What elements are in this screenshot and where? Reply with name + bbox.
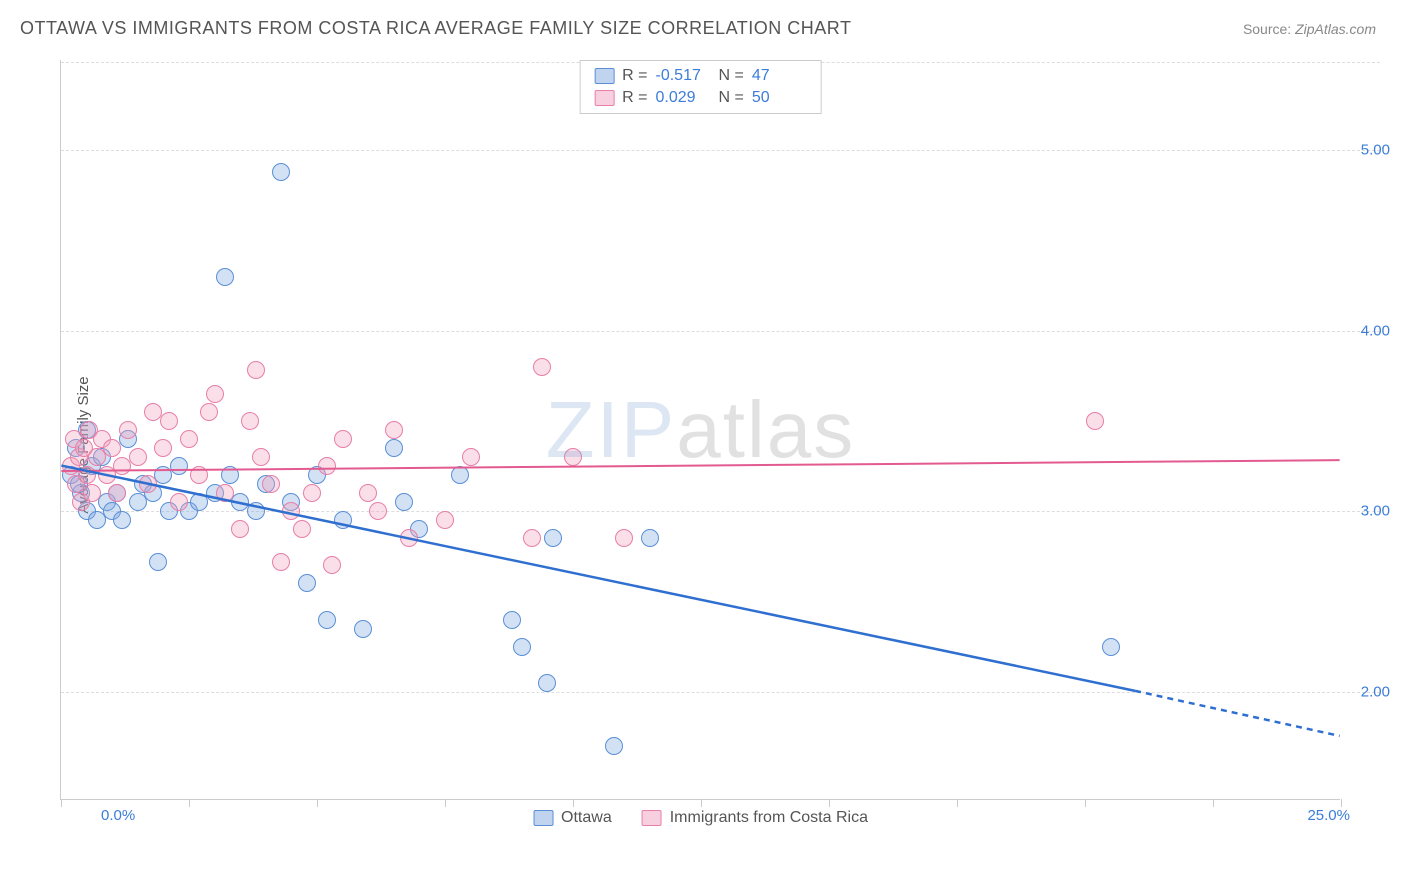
data-point xyxy=(334,430,352,448)
data-point xyxy=(282,502,300,520)
data-point xyxy=(262,475,280,493)
data-point xyxy=(605,737,623,755)
data-point xyxy=(160,412,178,430)
gridline xyxy=(61,150,1380,151)
data-point xyxy=(400,529,418,547)
data-point xyxy=(103,439,121,457)
data-point xyxy=(318,611,336,629)
data-point xyxy=(523,529,541,547)
watermark: ZIPatlas xyxy=(546,384,855,476)
data-point xyxy=(303,484,321,502)
data-point xyxy=(544,529,562,547)
data-point xyxy=(139,475,157,493)
x-tick xyxy=(957,799,958,807)
data-point xyxy=(538,674,556,692)
data-point xyxy=(359,484,377,502)
data-point xyxy=(436,511,454,529)
data-point xyxy=(615,529,633,547)
data-point xyxy=(149,553,167,571)
plot-area: ZIPatlas R = -0.517 N = 47 R = 0.029 N =… xyxy=(60,60,1340,800)
data-point xyxy=(272,553,290,571)
data-point xyxy=(451,466,469,484)
swatch-pink-icon xyxy=(642,810,662,826)
chart-container: Average Family Size ZIPatlas R = -0.517 … xyxy=(20,55,1386,835)
data-point xyxy=(354,620,372,638)
x-tick xyxy=(1213,799,1214,807)
gridline xyxy=(61,331,1380,332)
data-point xyxy=(334,511,352,529)
data-point xyxy=(272,163,290,181)
data-point xyxy=(216,268,234,286)
data-point xyxy=(231,520,249,538)
data-point xyxy=(503,611,521,629)
data-point xyxy=(513,638,531,656)
swatch-blue-icon xyxy=(533,810,553,826)
y-tick-label: 5.00 xyxy=(1361,142,1390,159)
x-tick xyxy=(1341,799,1342,807)
x-axis-min-label: 0.0% xyxy=(101,807,135,824)
data-point xyxy=(369,502,387,520)
swatch-pink-icon xyxy=(594,90,614,106)
data-point xyxy=(395,493,413,511)
data-point xyxy=(180,430,198,448)
legend-row-ottawa: R = -0.517 N = 47 xyxy=(594,65,807,87)
legend-item-costa-rica: Immigrants from Costa Rica xyxy=(642,809,868,827)
data-point xyxy=(78,466,96,484)
data-point xyxy=(385,439,403,457)
data-point xyxy=(241,412,259,430)
data-point xyxy=(154,439,172,457)
data-point xyxy=(206,385,224,403)
data-point xyxy=(385,421,403,439)
data-point xyxy=(216,484,234,502)
x-tick xyxy=(829,799,830,807)
x-tick xyxy=(445,799,446,807)
data-point xyxy=(247,502,265,520)
data-point xyxy=(190,466,208,484)
series-legend: Ottawa Immigrants from Costa Rica xyxy=(533,809,868,827)
data-point xyxy=(1102,638,1120,656)
x-tick xyxy=(573,799,574,807)
data-point xyxy=(533,358,551,376)
x-tick xyxy=(317,799,318,807)
x-tick xyxy=(1085,799,1086,807)
data-point xyxy=(200,403,218,421)
swatch-blue-icon xyxy=(594,68,614,84)
data-point xyxy=(252,448,270,466)
y-tick-label: 4.00 xyxy=(1361,322,1390,339)
x-tick xyxy=(189,799,190,807)
legend-row-costa-rica: R = 0.029 N = 50 xyxy=(594,87,807,109)
data-point xyxy=(170,457,188,475)
data-point xyxy=(564,448,582,466)
data-point xyxy=(170,493,188,511)
data-point xyxy=(221,466,239,484)
data-point xyxy=(108,484,126,502)
data-point xyxy=(1086,412,1104,430)
data-point xyxy=(83,484,101,502)
data-point xyxy=(247,361,265,379)
x-tick xyxy=(701,799,702,807)
y-tick-label: 3.00 xyxy=(1361,503,1390,520)
data-point xyxy=(462,448,480,466)
source-text: Source: ZipAtlas.com xyxy=(1243,21,1376,37)
x-tick xyxy=(61,799,62,807)
gridline xyxy=(61,692,1380,693)
legend-item-ottawa: Ottawa xyxy=(533,809,612,827)
correlation-legend: R = -0.517 N = 47 R = 0.029 N = 50 xyxy=(579,60,822,114)
y-tick-label: 2.00 xyxy=(1361,683,1390,700)
data-point xyxy=(641,529,659,547)
data-point xyxy=(113,511,131,529)
data-point xyxy=(129,448,147,466)
data-point xyxy=(119,421,137,439)
chart-title: OTTAWA VS IMMIGRANTS FROM COSTA RICA AVE… xyxy=(20,18,851,39)
data-point xyxy=(293,520,311,538)
data-point xyxy=(298,574,316,592)
data-point xyxy=(318,457,336,475)
data-point xyxy=(323,556,341,574)
x-axis-max-label: 25.0% xyxy=(1307,807,1350,824)
